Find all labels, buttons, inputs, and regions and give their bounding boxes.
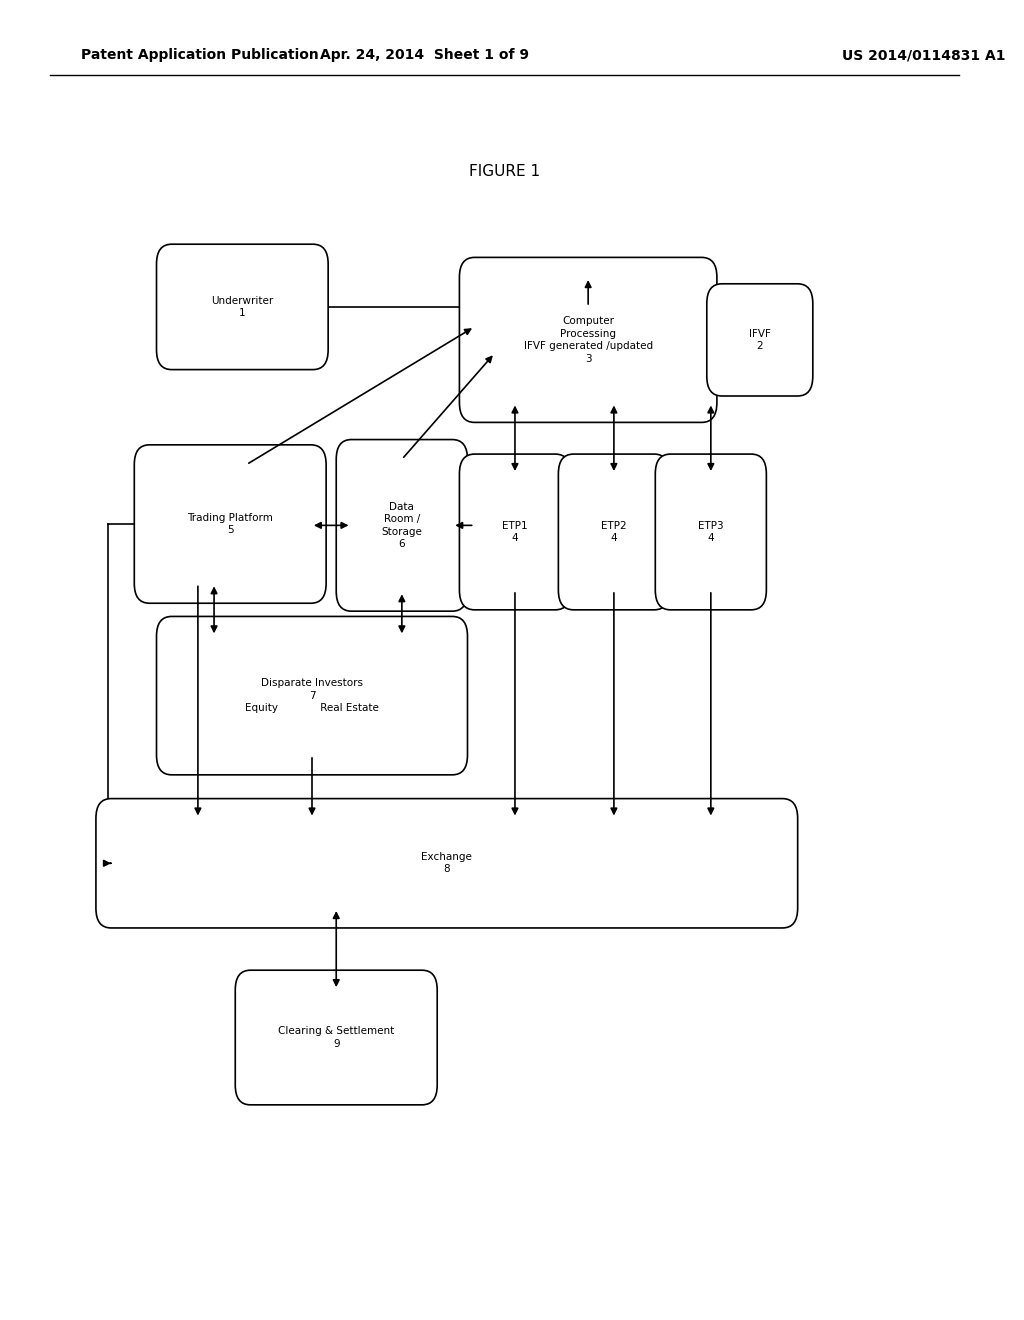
Text: Disparate Investors
7
Equity             Real Estate: Disparate Investors 7 Equity Real Estate	[245, 678, 379, 713]
Text: ETP3
4: ETP3 4	[698, 521, 724, 543]
Text: Clearing & Settlement
9: Clearing & Settlement 9	[279, 1027, 394, 1048]
Text: IFVF
2: IFVF 2	[749, 329, 771, 351]
FancyBboxPatch shape	[558, 454, 670, 610]
Text: Computer
Processing
IFVF generated /updated
3: Computer Processing IFVF generated /upda…	[523, 317, 652, 363]
Text: Exchange
8: Exchange 8	[421, 853, 472, 874]
FancyBboxPatch shape	[157, 616, 468, 775]
Text: Trading Platform
5: Trading Platform 5	[187, 513, 273, 535]
Text: ETP1
4: ETP1 4	[502, 521, 527, 543]
Text: US 2014/0114831 A1: US 2014/0114831 A1	[842, 49, 1006, 62]
FancyBboxPatch shape	[96, 799, 798, 928]
Text: ETP2
4: ETP2 4	[601, 521, 627, 543]
FancyBboxPatch shape	[655, 454, 766, 610]
Text: Underwriter
1: Underwriter 1	[211, 296, 273, 318]
FancyBboxPatch shape	[336, 440, 468, 611]
Text: Patent Application Publication: Patent Application Publication	[81, 49, 318, 62]
FancyBboxPatch shape	[460, 257, 717, 422]
Text: Apr. 24, 2014  Sheet 1 of 9: Apr. 24, 2014 Sheet 1 of 9	[319, 49, 528, 62]
Text: Data
Room /
Storage
6: Data Room / Storage 6	[381, 502, 422, 549]
Text: FIGURE 1: FIGURE 1	[469, 164, 541, 180]
FancyBboxPatch shape	[707, 284, 813, 396]
FancyBboxPatch shape	[236, 970, 437, 1105]
FancyBboxPatch shape	[134, 445, 326, 603]
FancyBboxPatch shape	[157, 244, 328, 370]
FancyBboxPatch shape	[460, 454, 570, 610]
